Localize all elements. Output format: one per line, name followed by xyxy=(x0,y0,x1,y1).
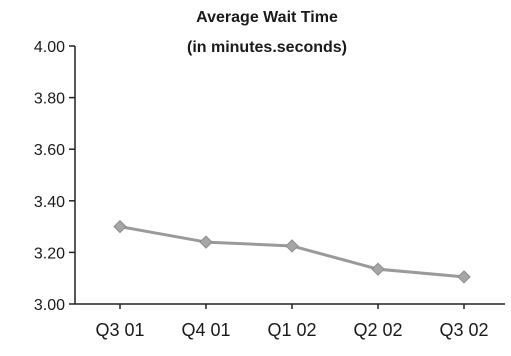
chart-title: Average Wait Time xyxy=(196,9,338,26)
axes xyxy=(75,46,505,304)
y-axis-ticks: 4.00 3.80 3.60 3.40 3.20 3.00 xyxy=(34,39,75,314)
y-tick-label: 3.40 xyxy=(34,194,65,211)
y-tick-label: 3.20 xyxy=(34,245,65,262)
y-tick-label: 3.00 xyxy=(34,297,65,314)
x-axis-ticks: Q3 01 Q4 01 Q1 02 Q2 02 Q3 02 xyxy=(95,304,488,340)
chart-subtitle: (in minutes.seconds) xyxy=(187,39,347,56)
y-tick-label: 4.00 xyxy=(34,39,65,56)
data-point-marker xyxy=(200,236,212,248)
data-point-marker xyxy=(458,271,470,283)
data-point-marker xyxy=(372,263,384,275)
data-point-marker xyxy=(114,221,126,233)
y-tick-label: 3.60 xyxy=(34,142,65,159)
x-tick-label: Q2 02 xyxy=(353,320,402,340)
series xyxy=(114,221,470,283)
y-tick-label: 3.80 xyxy=(34,91,65,108)
x-tick-label: Q4 01 xyxy=(181,320,230,340)
x-tick-label: Q1 02 xyxy=(267,320,316,340)
x-tick-label: Q3 02 xyxy=(439,320,488,340)
x-tick-label: Q3 01 xyxy=(95,320,144,340)
data-point-marker xyxy=(286,240,298,252)
